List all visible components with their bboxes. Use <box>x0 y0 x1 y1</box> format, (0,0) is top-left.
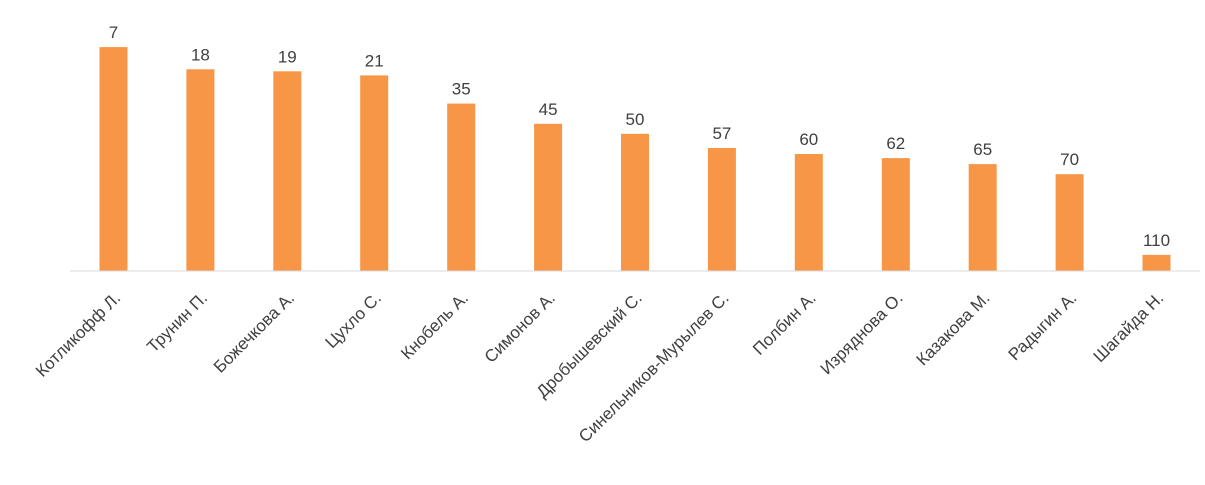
x-tick-label: Полбин А. <box>749 288 819 358</box>
data-label: 35 <box>452 80 471 99</box>
bar <box>273 71 302 271</box>
bar <box>534 123 563 271</box>
bar <box>881 158 910 271</box>
bar <box>707 148 736 271</box>
x-tick-label: Котликофф Л. <box>32 288 124 380</box>
data-label: 19 <box>278 47 297 66</box>
x-tick-label: Шагайда Н. <box>1090 288 1168 366</box>
x-tick-label: Симонов А. <box>481 288 559 366</box>
bar <box>1142 254 1171 271</box>
data-label: 7 <box>109 23 118 42</box>
bar <box>360 75 389 272</box>
x-tick-label: Кнобель А. <box>397 288 472 363</box>
x-tick-label: Радыгин А. <box>1005 288 1081 364</box>
bar <box>447 103 476 271</box>
x-tick-label: Цухло С. <box>321 288 385 352</box>
bar <box>186 69 215 271</box>
bars-layer <box>99 47 1171 272</box>
x-tick-label: Божечкова А. <box>210 288 298 376</box>
bar <box>1055 174 1084 271</box>
data-label: 65 <box>973 140 992 159</box>
x-tick-label: Изряднова О. <box>817 288 907 378</box>
bar <box>99 47 128 271</box>
data-label: 57 <box>712 124 731 143</box>
x-tick-labels-layer: Котликофф Л. Трунин П.Божечкова А. Цухло С… <box>32 288 1167 446</box>
bar <box>968 164 997 271</box>
x-tick-label: Казакова М. <box>913 288 994 369</box>
data-label: 60 <box>799 130 818 149</box>
data-label: 18 <box>191 45 210 64</box>
data-label: 62 <box>886 134 905 153</box>
bar <box>794 154 823 271</box>
data-label: 50 <box>626 110 645 129</box>
data-label: 70 <box>1060 150 1079 169</box>
x-tick-label: Синельников-Мурылев С. <box>575 288 733 446</box>
data-label: 45 <box>539 100 558 119</box>
x-tick-label: Трунин П. <box>143 288 211 356</box>
bar <box>621 133 649 271</box>
data-label: 110 <box>1143 231 1170 250</box>
data-labels-layer: 7 18 19 21 35 45 50 57 60 62 65 70 110 <box>109 23 1170 250</box>
data-label: 21 <box>365 51 384 70</box>
